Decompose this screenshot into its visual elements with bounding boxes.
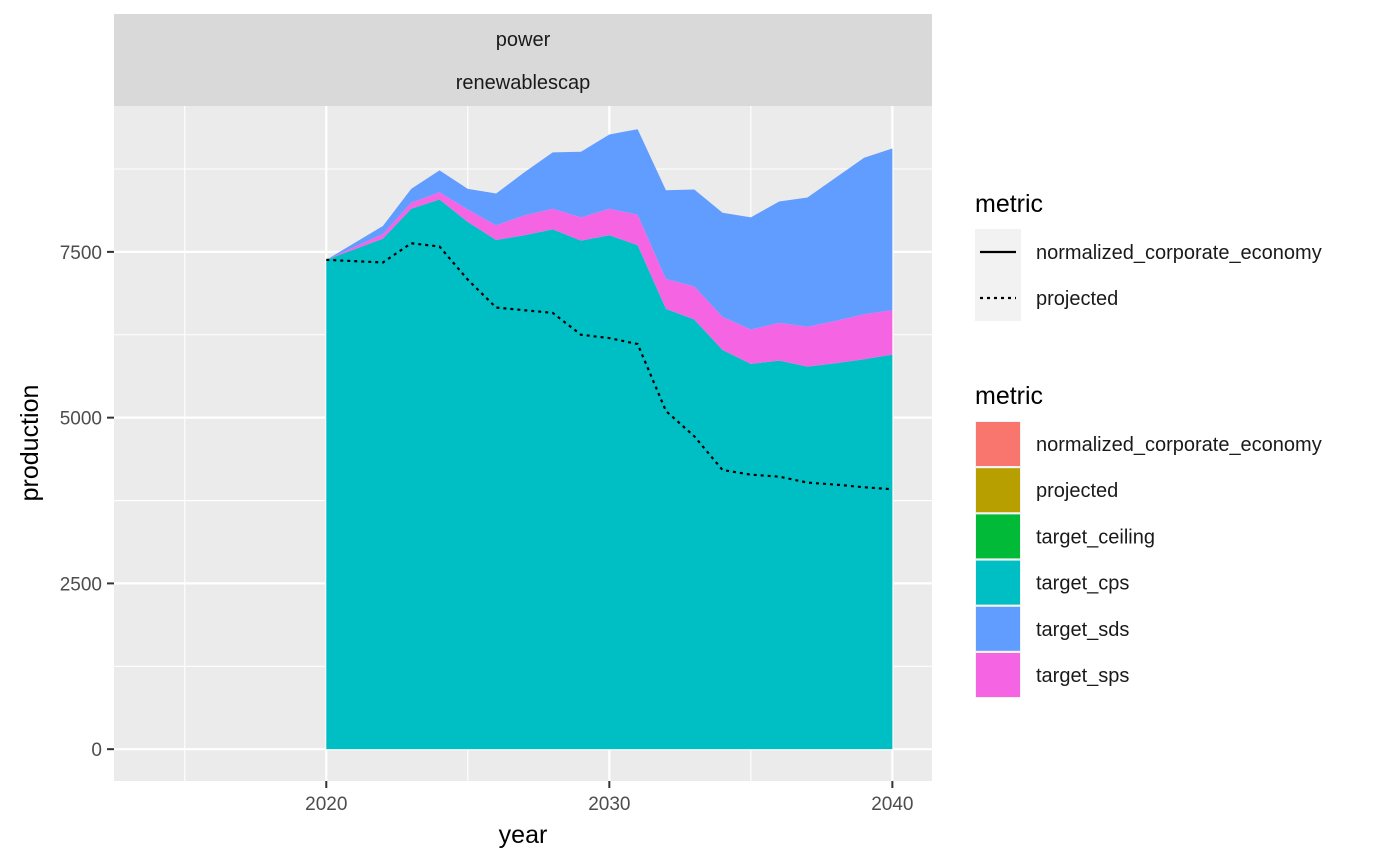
legend-entry-label: normalized_corporate_economy bbox=[1036, 434, 1322, 456]
legend-entry-label: target_ceiling bbox=[1036, 526, 1155, 548]
facet-strip: power renewablescap bbox=[114, 14, 932, 106]
legend-entry-label: target_cps bbox=[1036, 573, 1129, 595]
legend-entry-label: projected bbox=[1036, 288, 1118, 310]
x-tick-label: 2040 bbox=[871, 794, 913, 815]
facet-strip-background bbox=[114, 14, 932, 106]
y-tick-label: 7500 bbox=[60, 243, 102, 264]
legend-swatch bbox=[976, 514, 1020, 559]
line-projected bbox=[326, 242, 893, 491]
legend-swatch bbox=[976, 606, 1020, 651]
legend-swatch bbox=[976, 560, 1020, 605]
y-tick-label: 2500 bbox=[60, 574, 102, 595]
area-target-sps bbox=[326, 192, 893, 367]
legend-line-type: metric normalized_corporate_economyprojec… bbox=[975, 190, 1322, 321]
facet-label-sector: power bbox=[496, 29, 551, 51]
legend-swatch bbox=[976, 653, 1020, 697]
y-tick-label: 5000 bbox=[60, 409, 102, 430]
legend-swatch bbox=[976, 468, 1020, 513]
legend-entry-label: target_sds bbox=[1036, 619, 1129, 641]
y-tick-label: 0 bbox=[91, 740, 102, 761]
legend-title: metric bbox=[975, 382, 1043, 410]
legend-entry-label: normalized_corporate_economy bbox=[1036, 242, 1322, 264]
legend-entry-label: target_sps bbox=[1036, 665, 1129, 687]
y-axis-label: production bbox=[16, 385, 44, 502]
area-target-cps bbox=[326, 199, 893, 750]
legend-swatch bbox=[976, 422, 1020, 466]
legend-fill: metric normalized_corporate_economyprojec… bbox=[975, 382, 1322, 698]
x-axis-label: year bbox=[499, 821, 548, 849]
area-target-sds bbox=[326, 129, 893, 330]
x-axis: 2020 2030 2040 bbox=[305, 781, 914, 815]
series-lines bbox=[326, 242, 893, 491]
facet-label-technology: renewablescap bbox=[456, 72, 591, 94]
y-axis: 0 2500 5000 7500 bbox=[60, 243, 114, 761]
legend-key-background bbox=[975, 229, 1021, 321]
legend-title: metric bbox=[975, 190, 1043, 218]
legend-entry-label: projected bbox=[1036, 480, 1118, 502]
x-tick-label: 2020 bbox=[305, 794, 347, 815]
x-tick-label: 2030 bbox=[588, 794, 630, 815]
stacked-areas bbox=[326, 129, 893, 750]
